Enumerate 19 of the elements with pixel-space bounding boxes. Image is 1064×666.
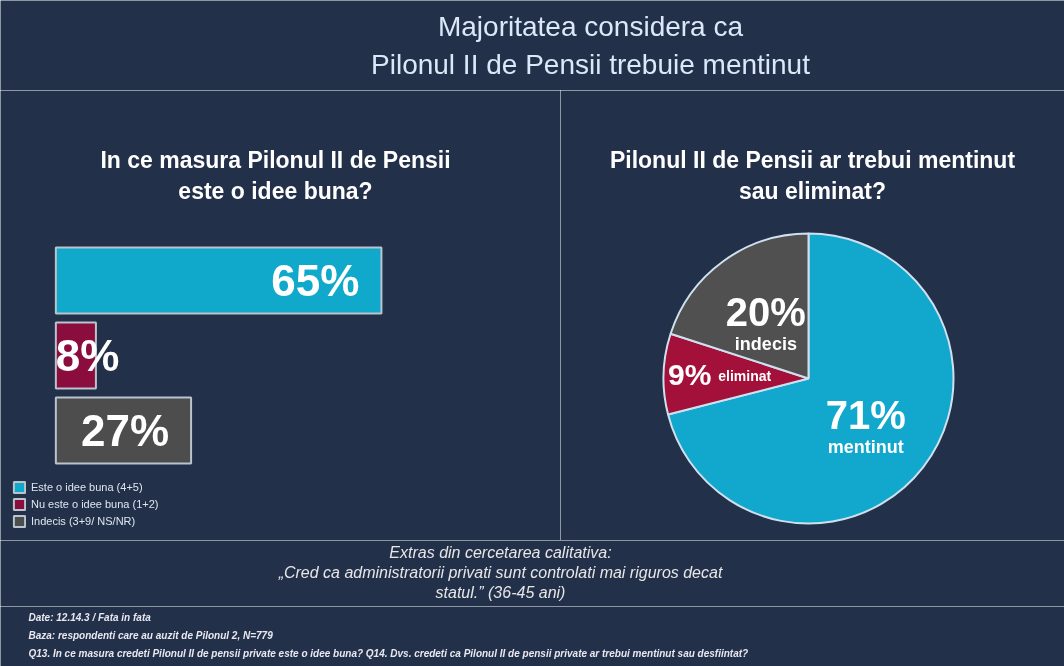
legend-label: Este o idee buna (4+5) [31,480,143,494]
data-label: 20% [725,289,806,334]
slice-label: eliminat [718,368,772,385]
slice-label: indecis [734,333,797,354]
data-label: 71% [825,392,906,437]
text: Date: 12.14.3 / Fata in fata [28,612,152,623]
text: Majoritatea considera ca Pilonul II de Pensii trebuie mentinut [371,11,811,80]
slice-label: mentinut [827,436,904,457]
legend-label: Indecis (3+9/ NS/NR) [31,514,136,528]
text: Q13. In ce masura credeti Pilonul II de pensii private este o idee buna? Q14. Dvs. credeti ca Pilonul II de pensii private ar trebui mentinut sau desfiintat? [28,648,749,659]
chart-title: In ce masura Pilonul II de Pensii este o idee buna? [100,146,451,205]
legend-label: Nu este o idee buna (1+2) [31,497,159,511]
text: Baza: respondenti care au auzit de Pilonul 2, N=779 [28,630,274,641]
text: Extras din cercetarea calitativa: [389,544,612,561]
data-label: 65% [271,256,360,305]
text: „Cred ca administratorii privati sunt controlati mai riguros decat statul.” (36-45 ani) [277,564,723,601]
data-label: 9% [667,358,712,392]
data-label: 27% [81,406,170,455]
chart-title: Pilonul II de Pensii ar trebui mentinut sau eliminat? [609,146,1016,205]
